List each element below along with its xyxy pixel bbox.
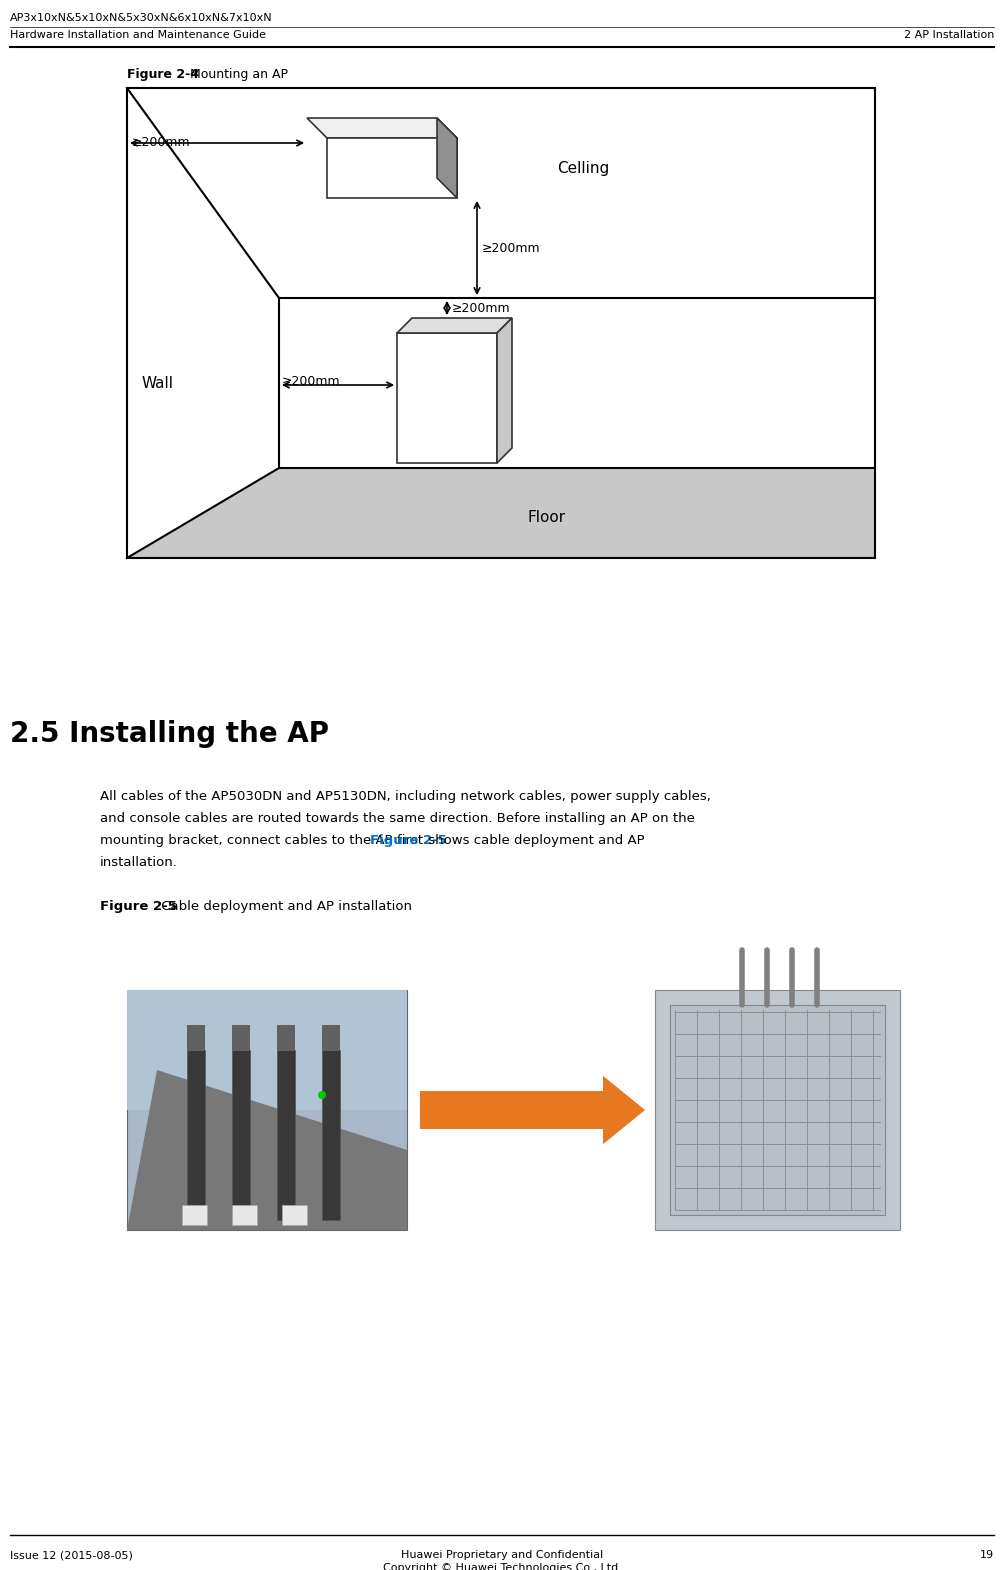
Bar [232,1206,257,1225]
Polygon shape [232,1050,250,1220]
Text: Issue 12 (2015-08-05): Issue 12 (2015-08-05) [10,1550,132,1561]
Text: ≥200mm: ≥200mm [481,242,540,254]
Bar [654,991,899,1229]
Text: Cable deployment and AP installation: Cable deployment and AP installation [156,900,411,914]
Bar [232,1025,250,1050]
Bar [126,991,406,1229]
Text: Figure 2-5: Figure 2-5 [370,834,446,846]
Text: Figure 2-5: Figure 2-5 [100,900,177,914]
Bar [126,88,875,557]
Text: Copyright © Huawei Technologies Co., Ltd.: Copyright © Huawei Technologies Co., Ltd… [382,1564,621,1570]
Text: shows cable deployment and AP: shows cable deployment and AP [423,834,644,846]
Bar [277,1025,295,1050]
Bar [282,1206,307,1225]
Text: ≥200mm: ≥200mm [451,301,511,314]
Bar [187,1025,205,1050]
Text: Figure 2-4: Figure 2-4 [126,68,199,82]
Polygon shape [396,333,496,463]
Polygon shape [396,319,512,333]
Bar [182,1206,207,1225]
Text: All cables of the AP5030DN and AP5130DN, including network cables, power supply : All cables of the AP5030DN and AP5130DN,… [100,790,710,802]
Text: ≥200mm: ≥200mm [282,375,340,388]
Polygon shape [603,1075,644,1145]
Text: Celling: Celling [557,160,609,176]
Bar [419,1091,603,1129]
Text: AP3x10xN&5x10xN&5x30xN&6x10xN&7x10xN: AP3x10xN&5x10xN&5x30xN&6x10xN&7x10xN [10,13,273,24]
Text: Huawei Proprietary and Confidential: Huawei Proprietary and Confidential [400,1550,603,1561]
Text: installation.: installation. [100,856,178,870]
Polygon shape [322,1050,340,1220]
Circle shape [318,1091,326,1099]
Polygon shape [126,1071,406,1229]
Text: ≥200mm: ≥200mm [131,137,191,149]
Polygon shape [496,319,512,463]
Text: and console cables are routed towards the same direction. Before installing an A: and console cables are routed towards th… [100,812,694,824]
Polygon shape [436,118,456,198]
Text: Hardware Installation and Maintenance Guide: Hardware Installation and Maintenance Gu… [10,30,266,39]
Text: 2.5 Installing the AP: 2.5 Installing the AP [10,721,329,747]
Bar [322,1025,340,1050]
Polygon shape [307,118,456,138]
Text: 2 AP Installation: 2 AP Installation [903,30,993,39]
Text: Wall: Wall [141,375,174,391]
Bar [669,1005,884,1215]
Text: mounting bracket, connect cables to the AP first.: mounting bracket, connect cables to the … [100,834,431,846]
Polygon shape [126,468,875,557]
Text: Floor: Floor [528,510,566,526]
Text: Mounting an AP: Mounting an AP [190,68,288,82]
Polygon shape [277,1050,295,1220]
Polygon shape [327,138,456,198]
Polygon shape [187,1050,205,1220]
Bar [126,991,406,1110]
Text: 19: 19 [979,1550,993,1561]
